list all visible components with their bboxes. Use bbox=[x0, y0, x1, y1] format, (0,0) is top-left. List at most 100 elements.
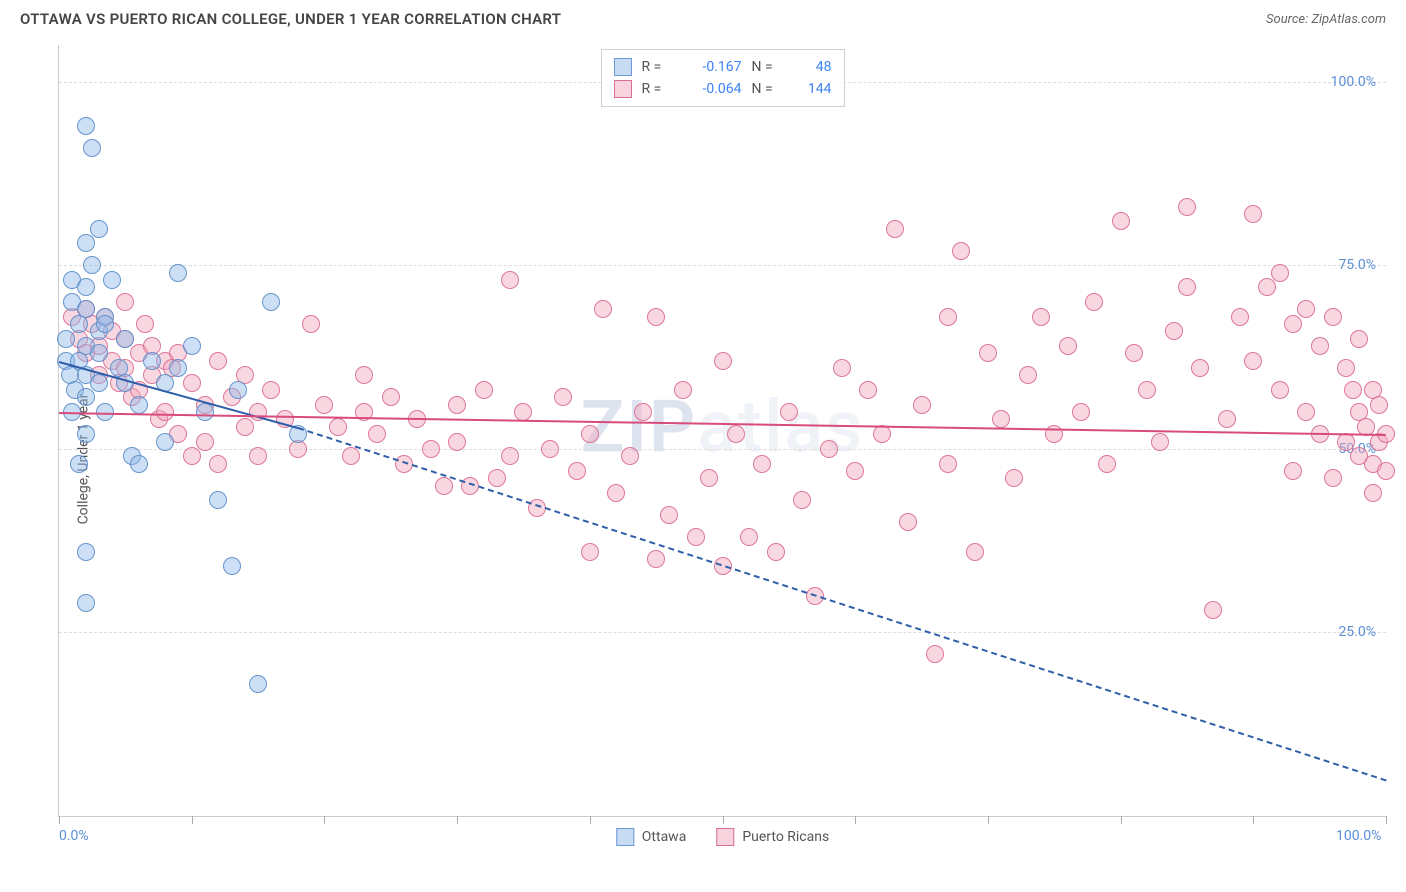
y-tick-label: 25.0% bbox=[1338, 624, 1376, 640]
legend-swatch bbox=[614, 58, 632, 76]
scatter-point bbox=[1005, 469, 1023, 487]
legend-series-label: Ottawa bbox=[642, 829, 687, 845]
source-label: Source: ZipAtlas.com bbox=[1266, 12, 1386, 27]
scatter-point bbox=[223, 557, 241, 575]
scatter-point bbox=[90, 220, 108, 238]
scatter-point bbox=[1178, 278, 1196, 296]
scatter-point bbox=[1244, 352, 1262, 370]
scatter-point bbox=[90, 374, 108, 392]
scatter-point bbox=[422, 440, 440, 458]
x-tick-label: 0.0% bbox=[59, 828, 89, 844]
scatter-point bbox=[368, 425, 386, 443]
grid-line bbox=[59, 632, 1386, 633]
scatter-point bbox=[196, 433, 214, 451]
scatter-point bbox=[262, 293, 280, 311]
scatter-point bbox=[1218, 410, 1236, 428]
legend-r-label: R = bbox=[642, 78, 672, 100]
scatter-point bbox=[1297, 300, 1315, 318]
scatter-point bbox=[183, 337, 201, 355]
grid-line bbox=[59, 265, 1386, 266]
scatter-point bbox=[1271, 381, 1289, 399]
scatter-point bbox=[1324, 469, 1342, 487]
scatter-point bbox=[90, 344, 108, 362]
scatter-point bbox=[1191, 359, 1209, 377]
source-name: ZipAtlas.com bbox=[1311, 12, 1386, 27]
scatter-point bbox=[554, 388, 572, 406]
x-tick bbox=[457, 816, 458, 824]
scatter-point bbox=[302, 315, 320, 333]
scatter-point bbox=[899, 513, 917, 531]
x-tick bbox=[590, 816, 591, 824]
legend-stats: R =-0.167N =48R =-0.064N =144 bbox=[601, 49, 845, 107]
scatter-point bbox=[1258, 278, 1276, 296]
scatter-point bbox=[1151, 433, 1169, 451]
x-tick-label: 100.0% bbox=[1336, 828, 1381, 844]
scatter-point bbox=[262, 381, 280, 399]
scatter-point bbox=[209, 352, 227, 370]
x-tick bbox=[855, 816, 856, 824]
scatter-point bbox=[727, 425, 745, 443]
scatter-point bbox=[581, 543, 599, 561]
scatter-point bbox=[1165, 322, 1183, 340]
scatter-point bbox=[1344, 381, 1362, 399]
scatter-point bbox=[568, 462, 586, 480]
scatter-point bbox=[820, 440, 838, 458]
scatter-point bbox=[249, 447, 267, 465]
legend-series: Ottawa Puerto Ricans bbox=[616, 828, 829, 846]
scatter-point bbox=[1324, 308, 1342, 326]
y-tick-label: 75.0% bbox=[1338, 257, 1376, 273]
scatter-point bbox=[660, 506, 678, 524]
scatter-point bbox=[448, 396, 466, 414]
scatter-point bbox=[767, 543, 785, 561]
scatter-point bbox=[621, 447, 639, 465]
scatter-point bbox=[77, 388, 95, 406]
legend-swatch bbox=[614, 80, 632, 98]
y-tick-label: 100.0% bbox=[1331, 74, 1376, 90]
scatter-point bbox=[156, 403, 174, 421]
scatter-point bbox=[939, 308, 957, 326]
legend-series-item: Puerto Ricans bbox=[716, 828, 829, 846]
scatter-point bbox=[886, 220, 904, 238]
scatter-point bbox=[992, 410, 1010, 428]
scatter-point bbox=[647, 308, 665, 326]
scatter-point bbox=[329, 418, 347, 436]
x-tick bbox=[1253, 816, 1254, 824]
legend-n-value: 48 bbox=[792, 56, 832, 78]
scatter-point bbox=[1297, 403, 1315, 421]
scatter-point bbox=[96, 315, 114, 333]
scatter-point bbox=[952, 242, 970, 260]
scatter-point bbox=[1032, 308, 1050, 326]
legend-n-value: 144 bbox=[792, 78, 832, 100]
scatter-point bbox=[130, 455, 148, 473]
scatter-point bbox=[501, 271, 519, 289]
scatter-point bbox=[169, 264, 187, 282]
scatter-point bbox=[70, 455, 88, 473]
legend-r-label: R = bbox=[642, 56, 672, 78]
scatter-point bbox=[714, 352, 732, 370]
legend-series-label: Puerto Ricans bbox=[742, 829, 829, 845]
scatter-point bbox=[355, 366, 373, 384]
scatter-point bbox=[647, 550, 665, 568]
scatter-point bbox=[143, 352, 161, 370]
scatter-point bbox=[939, 455, 957, 473]
chart-container: College, Under 1 year ZIPatlas R =-0.167… bbox=[20, 45, 1386, 872]
legend-stats-row: R =-0.064N =144 bbox=[614, 78, 832, 100]
x-tick bbox=[1121, 816, 1122, 824]
scatter-point bbox=[1231, 308, 1249, 326]
legend-series-item: Ottawa bbox=[616, 828, 687, 846]
scatter-point bbox=[979, 344, 997, 362]
scatter-point bbox=[169, 359, 187, 377]
scatter-point bbox=[1204, 601, 1222, 619]
scatter-point bbox=[926, 645, 944, 663]
plot-area: ZIPatlas R =-0.167N =48R =-0.064N =144 O… bbox=[58, 45, 1386, 817]
scatter-point bbox=[1284, 315, 1302, 333]
scatter-point bbox=[1178, 198, 1196, 216]
legend-swatch bbox=[616, 828, 634, 846]
scatter-point bbox=[607, 484, 625, 502]
scatter-point bbox=[1350, 330, 1368, 348]
scatter-point bbox=[674, 381, 692, 399]
legend-swatch bbox=[716, 828, 734, 846]
x-tick bbox=[723, 816, 724, 824]
scatter-point bbox=[209, 491, 227, 509]
scatter-point bbox=[700, 469, 718, 487]
